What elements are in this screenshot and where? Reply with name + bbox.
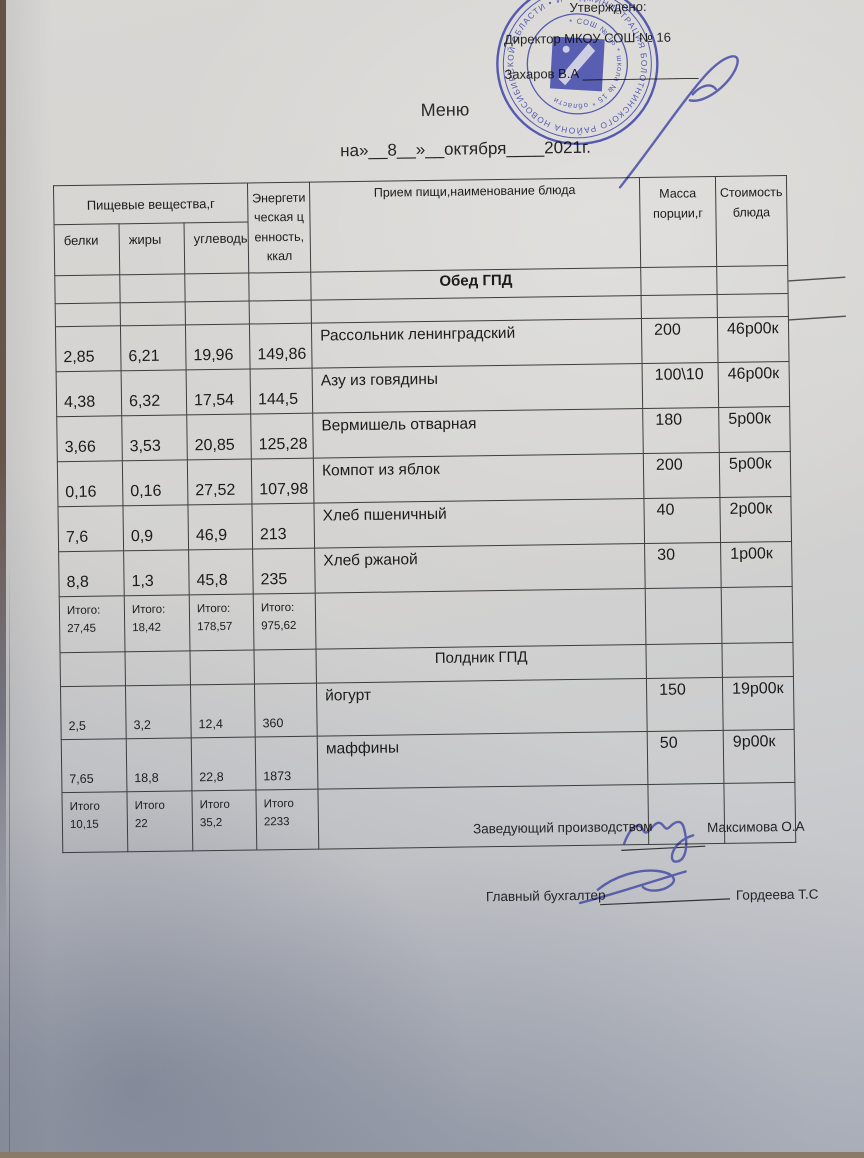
manager-signature — [624, 822, 694, 863]
paper-fold-line — [9, 560, 10, 1152]
official-stamp: • АДМИНИСТРАЦИЯ БОЛОТНИНСКОГО РАЙОНА НОВ… — [486, 0, 668, 155]
accountant-signature — [580, 870, 686, 903]
stray-table-lines — [788, 277, 846, 320]
stamp-emblem — [550, 36, 605, 91]
signature-underlines — [599, 846, 730, 905]
desk-edge — [0, 0, 6, 1152]
